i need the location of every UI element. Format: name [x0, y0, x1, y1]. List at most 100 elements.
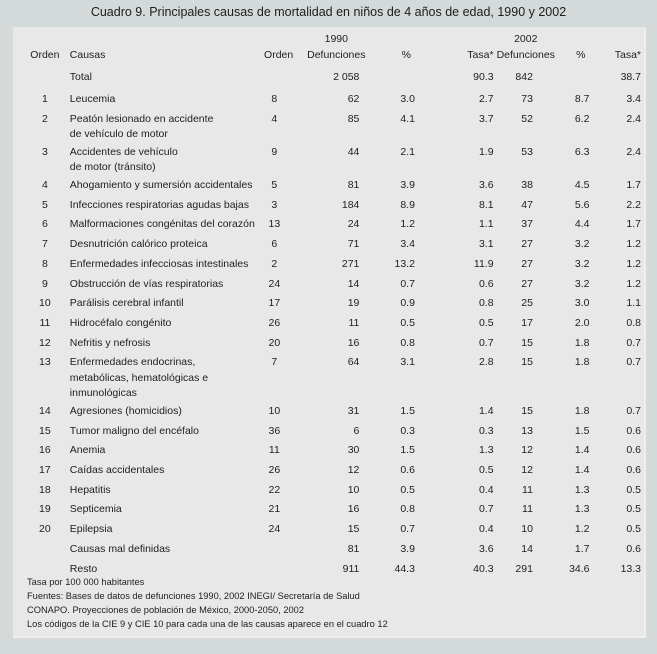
- cell-orden: 17: [39, 464, 51, 477]
- cell-orden: 4: [41, 179, 48, 192]
- table-row: 6 Malformaciones congénitas del corazón 13…: [27, 215, 644, 235]
- cell-orden: 16: [39, 444, 51, 457]
- cell-orden1990: 2: [271, 257, 278, 270]
- cell-pct2: 4.4: [574, 218, 590, 231]
- cell-def2: 13: [521, 424, 533, 437]
- cell-def1: 10: [347, 483, 360, 496]
- cell-pct1: 0.5: [400, 483, 415, 496]
- cell-orden1990: 3: [271, 198, 278, 211]
- cell-tasa1: 3.7: [478, 112, 494, 125]
- cell-tasa1: 0.7: [478, 503, 494, 516]
- cell-tasa1: 0.4: [478, 483, 494, 496]
- cell-tasa2: 1.2: [626, 238, 641, 251]
- table-row: 19 Septicemia 21 16 0.8 0.7 11 1.3 0.5: [27, 500, 644, 520]
- header-orden: Orden: [30, 49, 60, 61]
- cell-causa: Enfermedades infecciosas intestinales: [69, 257, 249, 270]
- cell-tasa2: 3.4: [626, 93, 641, 105]
- table-row: 8 Enfermedades infecciosas intestinales 2 2…: [27, 255, 644, 275]
- cell-tasa2: 1.2: [626, 257, 641, 270]
- cell-pct1: 3.9: [400, 542, 415, 555]
- table-row: 2 Peatón lesionado en accidente de vehícu…: [27, 110, 644, 143]
- cell-causa: Nefritis y nefrosis: [69, 336, 151, 349]
- table-row: 14 Agresiones (homicidios) 10 31 1.5 1.4 15 1.8…: [27, 402, 644, 422]
- table-row: 5 Infecciones respiratorias agudas bajas 3…: [27, 196, 644, 216]
- table-row: 10 Parálisis cerebral infantil 17 19 0.9 0.8 2…: [27, 294, 644, 314]
- cell-tasa2: 0.8: [626, 316, 641, 329]
- cell-orden1990: 6: [271, 238, 278, 251]
- cell-def1: 31: [347, 405, 360, 418]
- cell-def2: 53: [521, 145, 533, 158]
- cell-tasa1: 2.8: [478, 356, 494, 369]
- total-row: Total 2 058 90.3 842 38.7: [27, 62, 644, 86]
- cell-pct1: 8.9: [400, 198, 415, 211]
- cell-tasa2: 0.6: [626, 464, 641, 477]
- cell-pct2: 3.2: [574, 257, 590, 270]
- cell-causa: Enfermedades endocrinas, metabólicas, he…: [69, 356, 209, 400]
- cell-tasa1: 0.8: [478, 297, 494, 310]
- cell-pct2: 1.8: [574, 336, 590, 349]
- cell-def1: 271: [341, 257, 360, 270]
- table-title: Cuadro 9. Principales causas de mortalid…: [90, 5, 567, 19]
- cell-tasa1: 0.4: [478, 523, 494, 536]
- cell-tasa2: 0.6: [626, 444, 641, 457]
- header-pct-2002: %: [576, 49, 586, 61]
- cell-pct1: 0.9: [400, 297, 415, 310]
- header-defunciones-2002: Defunciones: [496, 49, 555, 61]
- cell-def2: 27: [521, 238, 533, 251]
- cell-def2: 38: [521, 179, 533, 192]
- cell-causa: Peatón lesionado en accidente de vehícul…: [69, 112, 214, 141]
- table-row: Resto 911 44.3 40.3 291 34.6 13.3: [27, 560, 644, 580]
- cell-causa: Hidrocéfalo congénito: [69, 316, 172, 329]
- total-tasa-1990: 90.3: [473, 71, 494, 83]
- cell-def1: 85: [347, 112, 360, 125]
- cell-def1: 14: [347, 277, 360, 290]
- cell-def2: 73: [521, 93, 533, 105]
- cell-tasa2: 2.4: [626, 112, 641, 125]
- cell-def1: 6: [353, 424, 360, 437]
- cell-tasa1: 0.5: [478, 464, 494, 477]
- cell-causa: Infecciones respiratorias agudas bajas: [69, 198, 249, 211]
- cell-orden1990: 22: [268, 483, 281, 496]
- cell-pct1: 0.7: [400, 277, 415, 290]
- cell-pct2: 1.3: [574, 483, 590, 496]
- cell-pct1: 2.1: [400, 145, 415, 158]
- cell-def1: 81: [347, 542, 360, 555]
- table-row: 7 Desnutrición calórico proteica 6 71 3.4 3.1…: [27, 235, 644, 255]
- table-row: 4 Ahogamiento y sumersión accidentales 5 81…: [27, 176, 644, 196]
- header-orden-1990: Orden: [264, 49, 294, 61]
- cell-orden: [27, 540, 63, 560]
- cell-orden: 13: [39, 356, 51, 369]
- cell-orden: 2: [41, 112, 48, 125]
- cell-pct2: 1.4: [574, 464, 590, 477]
- table-row: 18 Hepatitis 22 10 0.5 0.4 11 1.3 0.5: [27, 481, 644, 501]
- cell-pct1: 1.5: [400, 405, 415, 418]
- cell-orden1990: 4: [271, 112, 278, 125]
- cell-pct2: 4.5: [574, 179, 590, 192]
- cell-orden: 15: [39, 424, 51, 437]
- cell-def2: 15: [521, 356, 533, 369]
- cell-tasa2: 13.3: [620, 562, 641, 575]
- cell-tasa1: 2.7: [478, 93, 494, 105]
- cell-tasa2: 2.4: [626, 145, 641, 158]
- cell-causa: Epilepsia: [69, 523, 113, 536]
- cell-pct1: 44.3: [394, 562, 415, 575]
- cell-orden1990: 5: [271, 179, 278, 192]
- cell-def1: 12: [347, 464, 360, 477]
- mortality-table: 1990 2002 Orden Causas Orden Defunciones…: [27, 30, 644, 579]
- cell-tasa1: 3.1: [478, 238, 494, 251]
- cell-tasa2: 0.6: [626, 424, 641, 437]
- cell-def1: 16: [347, 503, 360, 516]
- cell-pct1: 0.7: [400, 523, 415, 536]
- cell-causa: Anemia: [69, 444, 106, 457]
- cell-orden: 1: [41, 93, 48, 105]
- footnote: Los códigos de la CIE 9 y CIE 10 para ca…: [27, 619, 388, 629]
- cell-def1: 62: [347, 93, 360, 105]
- cell-pct2: 6.3: [574, 145, 590, 158]
- total-label: Total: [69, 71, 92, 83]
- cell-def2: 47: [521, 198, 533, 211]
- cell-pct1: 4.1: [400, 112, 415, 125]
- cell-def2: 11: [522, 503, 533, 516]
- cell-causa: Hepatitis: [69, 483, 111, 496]
- cell-def2: 52: [521, 112, 533, 125]
- cell-def1: 24: [347, 218, 360, 231]
